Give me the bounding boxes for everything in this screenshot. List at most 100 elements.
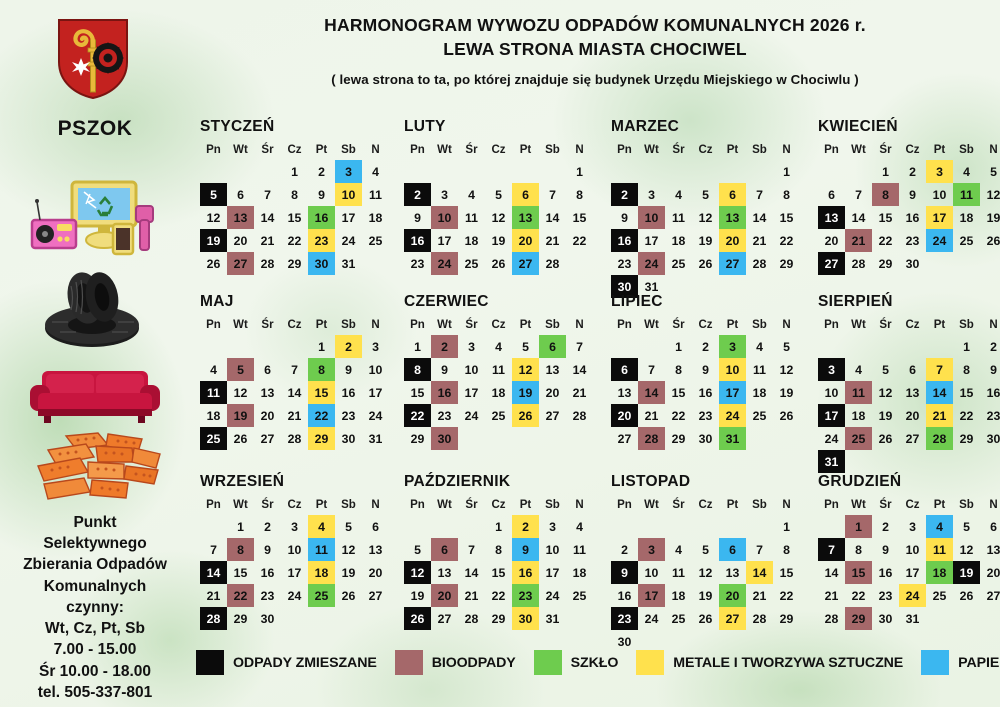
day-cell-metal: 2 <box>512 515 539 538</box>
day-cell-metal: 24 <box>719 404 746 427</box>
day-number: 31 <box>719 427 746 450</box>
day-cell-empty <box>692 515 719 538</box>
page-title-line2: LEWA STRONA MIASTA CHOCIWEL <box>443 38 747 59</box>
day-number: 14 <box>926 381 953 404</box>
day-cell: 10 <box>539 538 566 561</box>
day-number: 15 <box>779 565 794 580</box>
day-cell: 26 <box>872 427 899 450</box>
day-number: 24 <box>644 611 659 626</box>
day-number: 28 <box>464 611 479 626</box>
day-number: 15 <box>959 385 974 400</box>
day-cell: 26 <box>953 584 980 607</box>
day-cell-empty <box>953 252 980 275</box>
day-number: 16 <box>611 229 638 252</box>
day-cell: 4 <box>665 538 692 561</box>
week-row: 7 8 9 10 11 12 13 <box>200 538 396 561</box>
day-cell-empty <box>665 515 692 538</box>
day-number: 17 <box>719 381 746 404</box>
day-cell: 5 <box>980 160 1000 183</box>
day-number: 29 <box>671 431 686 446</box>
day-cell-empty <box>308 607 335 630</box>
day-number: 14 <box>545 210 560 225</box>
day-cell-paper: 27 <box>719 252 746 275</box>
day-cell-empty <box>458 427 485 450</box>
day-cell-metal: 12 <box>512 358 539 381</box>
day-cell-empty <box>485 160 512 183</box>
day-cell: 23 <box>692 404 719 427</box>
day-number: 12 <box>233 385 248 400</box>
day-cell-bio: 17 <box>638 584 665 607</box>
day-cell: 7 <box>746 183 773 206</box>
day-number: 21 <box>464 588 479 603</box>
day-cell: 26 <box>692 607 719 630</box>
day-cell: 1 <box>227 515 254 538</box>
day-number: 6 <box>909 362 916 377</box>
weekday-Pt: Pt <box>519 319 532 331</box>
day-cell-empty <box>431 515 458 538</box>
day-cell-bio: 16 <box>431 381 458 404</box>
weekday-Wt: Wt <box>233 144 248 156</box>
day-cell: 6 <box>362 515 389 538</box>
day-cell: 22 <box>485 584 512 607</box>
pszok-info-block: Punkt Selektywnego Zbierania Odpadów Kom… <box>0 512 190 703</box>
day-cell: 13 <box>362 538 389 561</box>
day-cell: 14 <box>746 206 773 229</box>
day-number: 11 <box>369 187 382 202</box>
day-cell: 7 <box>638 358 665 381</box>
day-number: 14 <box>638 381 665 404</box>
day-cell: 19 <box>692 229 719 252</box>
weekday-Pn: Pn <box>206 144 221 156</box>
day-number: 20 <box>824 233 839 248</box>
day-number: 21 <box>824 588 839 603</box>
day-cell: 25 <box>746 404 773 427</box>
day-number: 19 <box>779 385 794 400</box>
weekday-Śr: Śr <box>261 144 274 156</box>
day-number: 3 <box>719 335 746 358</box>
day-number: 9 <box>345 362 352 377</box>
day-cell: 10 <box>362 358 389 381</box>
day-number: 8 <box>291 187 298 202</box>
day-number: 8 <box>855 542 862 557</box>
day-number: 28 <box>752 256 767 271</box>
day-cell: 8 <box>845 538 872 561</box>
day-cell: 16 <box>980 381 1000 404</box>
month-3: MARZEC Pn Wt Śr Cz Pt Sb N 1 2 3 4 5 6 7 8 9 10 11 12 13 14 15… <box>611 118 807 298</box>
day-number: 3 <box>549 519 556 534</box>
weekday-Pn: Pn <box>617 319 632 331</box>
day-cell-bio: 5 <box>227 358 254 381</box>
day-cell: 11 <box>566 538 593 561</box>
day-cell: 9 <box>404 206 431 229</box>
day-cell-glass: 3 <box>719 335 746 358</box>
day-number: 21 <box>752 588 767 603</box>
day-number: 1 <box>576 164 583 179</box>
day-number: 4 <box>468 187 475 202</box>
day-number: 23 <box>698 408 713 423</box>
day-cell-metal: 29 <box>308 427 335 450</box>
day-cell: 28 <box>845 252 872 275</box>
day-cell-mixed: 28 <box>200 607 227 630</box>
day-number: 2 <box>404 183 431 206</box>
day-cell: 11 <box>665 206 692 229</box>
day-cell-empty <box>566 607 593 630</box>
day-cell-metal: 2 <box>335 335 362 358</box>
day-cell: 27 <box>431 607 458 630</box>
day-number: 6 <box>264 362 271 377</box>
day-cell-bio: 24 <box>431 252 458 275</box>
day-number: 18 <box>491 385 506 400</box>
day-cell: 11 <box>362 183 389 206</box>
weekday-Pn: Pn <box>824 319 839 331</box>
day-cell: 31 <box>362 427 389 450</box>
weekday-N: N <box>371 499 380 511</box>
day-cell-bio: 10 <box>431 206 458 229</box>
day-cell: 17 <box>638 229 665 252</box>
day-number: 22 <box>671 408 686 423</box>
day-number: 2 <box>909 164 916 179</box>
day-cell: 28 <box>458 607 485 630</box>
day-number: 14 <box>287 385 302 400</box>
day-number: 2 <box>335 335 362 358</box>
day-cell-bio: 13 <box>227 206 254 229</box>
day-cell-empty <box>638 515 665 538</box>
